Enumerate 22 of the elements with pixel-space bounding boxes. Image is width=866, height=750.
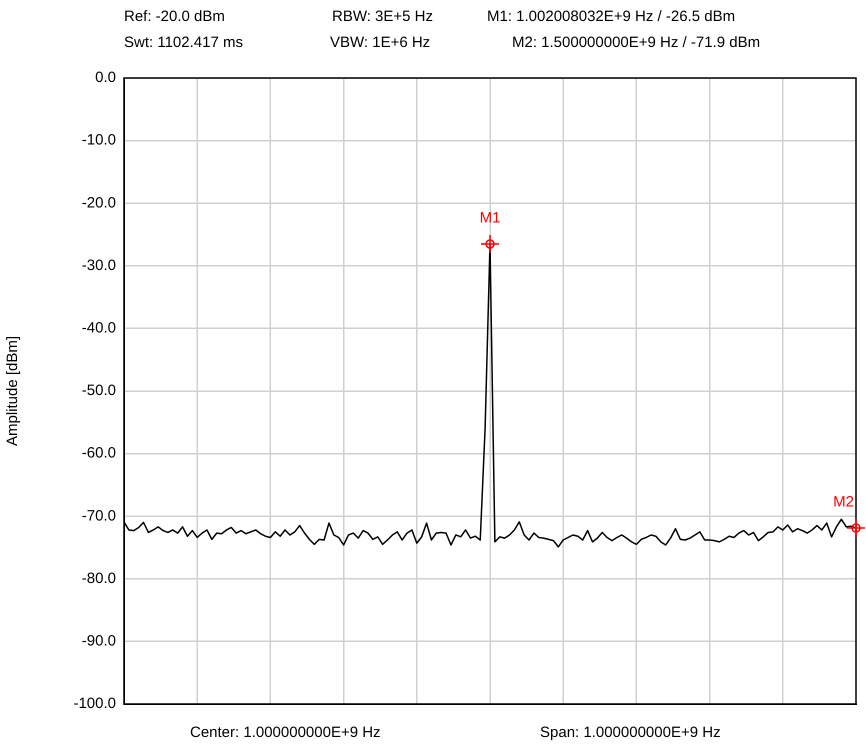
y-tick-label: -90.0 xyxy=(82,632,116,650)
y-tick-label: -60.0 xyxy=(82,444,116,462)
y-tick-label: 0.0 xyxy=(95,69,116,86)
y-tick-label: -40.0 xyxy=(82,320,116,337)
annotation: M1 xyxy=(480,210,500,227)
text: M2: 1.500000000E+9 Hz / -71.9 dBm xyxy=(512,34,760,52)
annotation: M2 xyxy=(833,494,854,511)
y-tick-label: -100.0 xyxy=(73,695,116,712)
y-tick-label: -30.0 xyxy=(82,256,116,274)
text: M1: 1.002008032E+9 Hz / -26.5 dBm xyxy=(487,8,736,26)
y-tick-label: -50.0 xyxy=(82,382,116,400)
text: RBW: 3E+5 Hz xyxy=(332,8,434,26)
text: Swt: 1102.417 ms xyxy=(124,34,243,52)
text: Center: 1.000000000E+9 Hz xyxy=(190,724,381,742)
y-tick-label: -70.0 xyxy=(82,507,116,524)
y-axis-title: Amplitude [dBm] xyxy=(4,336,22,446)
text: VBW: 1E+6 Hz xyxy=(330,34,430,52)
y-tick-label: -20.0 xyxy=(82,194,116,212)
text: Ref: -20.0 dBm xyxy=(124,8,225,26)
y-tick-label: -80.0 xyxy=(82,570,116,587)
y-tick-label: -10.0 xyxy=(82,132,116,149)
text: Span: 1.000000000E+9 Hz xyxy=(540,724,721,742)
